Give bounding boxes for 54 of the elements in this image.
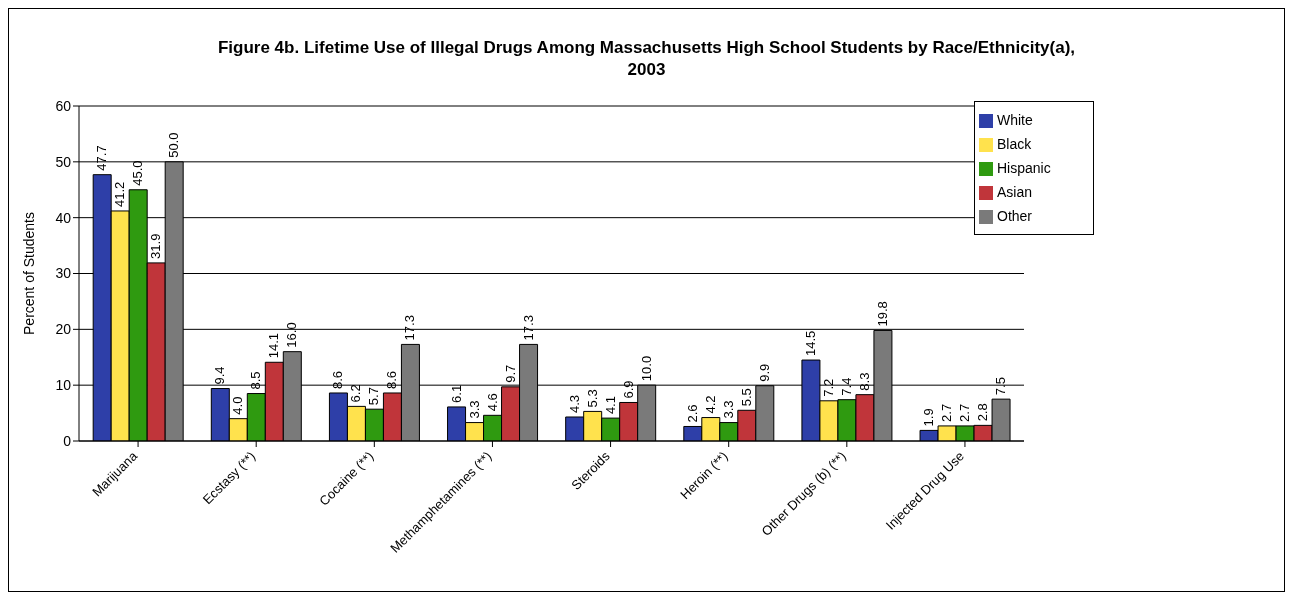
- data-label: 6.1: [448, 384, 464, 403]
- data-label: 2.7: [957, 403, 973, 422]
- data-label: 45.0: [130, 160, 146, 186]
- data-label: 8.6: [330, 370, 346, 389]
- legend-label: Hispanic: [997, 160, 1051, 176]
- data-label: 3.3: [720, 400, 736, 419]
- data-label: 9.7: [502, 364, 518, 383]
- data-label: 17.3: [402, 315, 418, 341]
- data-label: 6.9: [620, 380, 636, 399]
- y-tick-label: 0: [63, 432, 72, 449]
- data-label: 1.9: [921, 408, 937, 427]
- data-label: 31.9: [148, 233, 164, 259]
- y-tick-label: 60: [55, 97, 72, 114]
- legend-label: White: [997, 112, 1033, 128]
- data-label: 3.3: [466, 400, 482, 419]
- data-label: 9.9: [756, 363, 772, 382]
- data-label: 2.6: [684, 404, 700, 423]
- data-label: 9.4: [212, 366, 228, 385]
- data-label: 47.7: [94, 145, 110, 171]
- data-label: 2.8: [975, 403, 991, 422]
- data-label: 41.2: [112, 181, 128, 207]
- data-label: 4.6: [484, 393, 500, 412]
- data-label: 8.6: [384, 370, 400, 389]
- data-label: 7.2: [820, 378, 836, 397]
- data-label: 10.0: [638, 355, 654, 382]
- legend-label: Black: [997, 136, 1032, 152]
- y-axis-title: Percent of Students: [20, 212, 37, 335]
- data-label: 7.4: [838, 377, 854, 396]
- chart-title: Figure 4b. Lifetime Use of Illegal Drugs Among Massachusetts High School Students by Race/Ethnicity(a), 2003: [216, 37, 1077, 81]
- y-tick-label: 40: [55, 209, 72, 226]
- data-label: 2.7: [939, 403, 955, 422]
- legend-label: Asian: [997, 184, 1033, 200]
- data-label: 5.5: [738, 388, 754, 407]
- data-label: 14.1: [266, 332, 282, 359]
- legend-label: Other: [997, 208, 1033, 224]
- data-label: 8.5: [248, 371, 264, 390]
- data-label: 7.5: [993, 377, 1009, 396]
- data-label: 5.3: [584, 389, 600, 408]
- data-label: 17.3: [520, 315, 536, 341]
- data-label: 4.0: [230, 396, 246, 415]
- data-label: 5.7: [366, 387, 382, 406]
- data-label: 4.3: [566, 394, 582, 413]
- data-label: 14.5: [802, 330, 818, 357]
- data-label: 19.8: [874, 301, 890, 327]
- data-label: 50.0: [166, 132, 182, 158]
- data-label: 16.0: [284, 322, 300, 348]
- y-tick-label: 10: [55, 377, 72, 394]
- data-label: 6.2: [348, 384, 364, 403]
- y-tick-label: 30: [55, 265, 72, 282]
- data-label: 8.3: [856, 372, 872, 391]
- data-label: 4.1: [602, 396, 618, 415]
- data-label: 4.2: [702, 395, 718, 414]
- y-tick-label: 50: [55, 153, 72, 170]
- y-tick-label: 20: [55, 321, 72, 338]
